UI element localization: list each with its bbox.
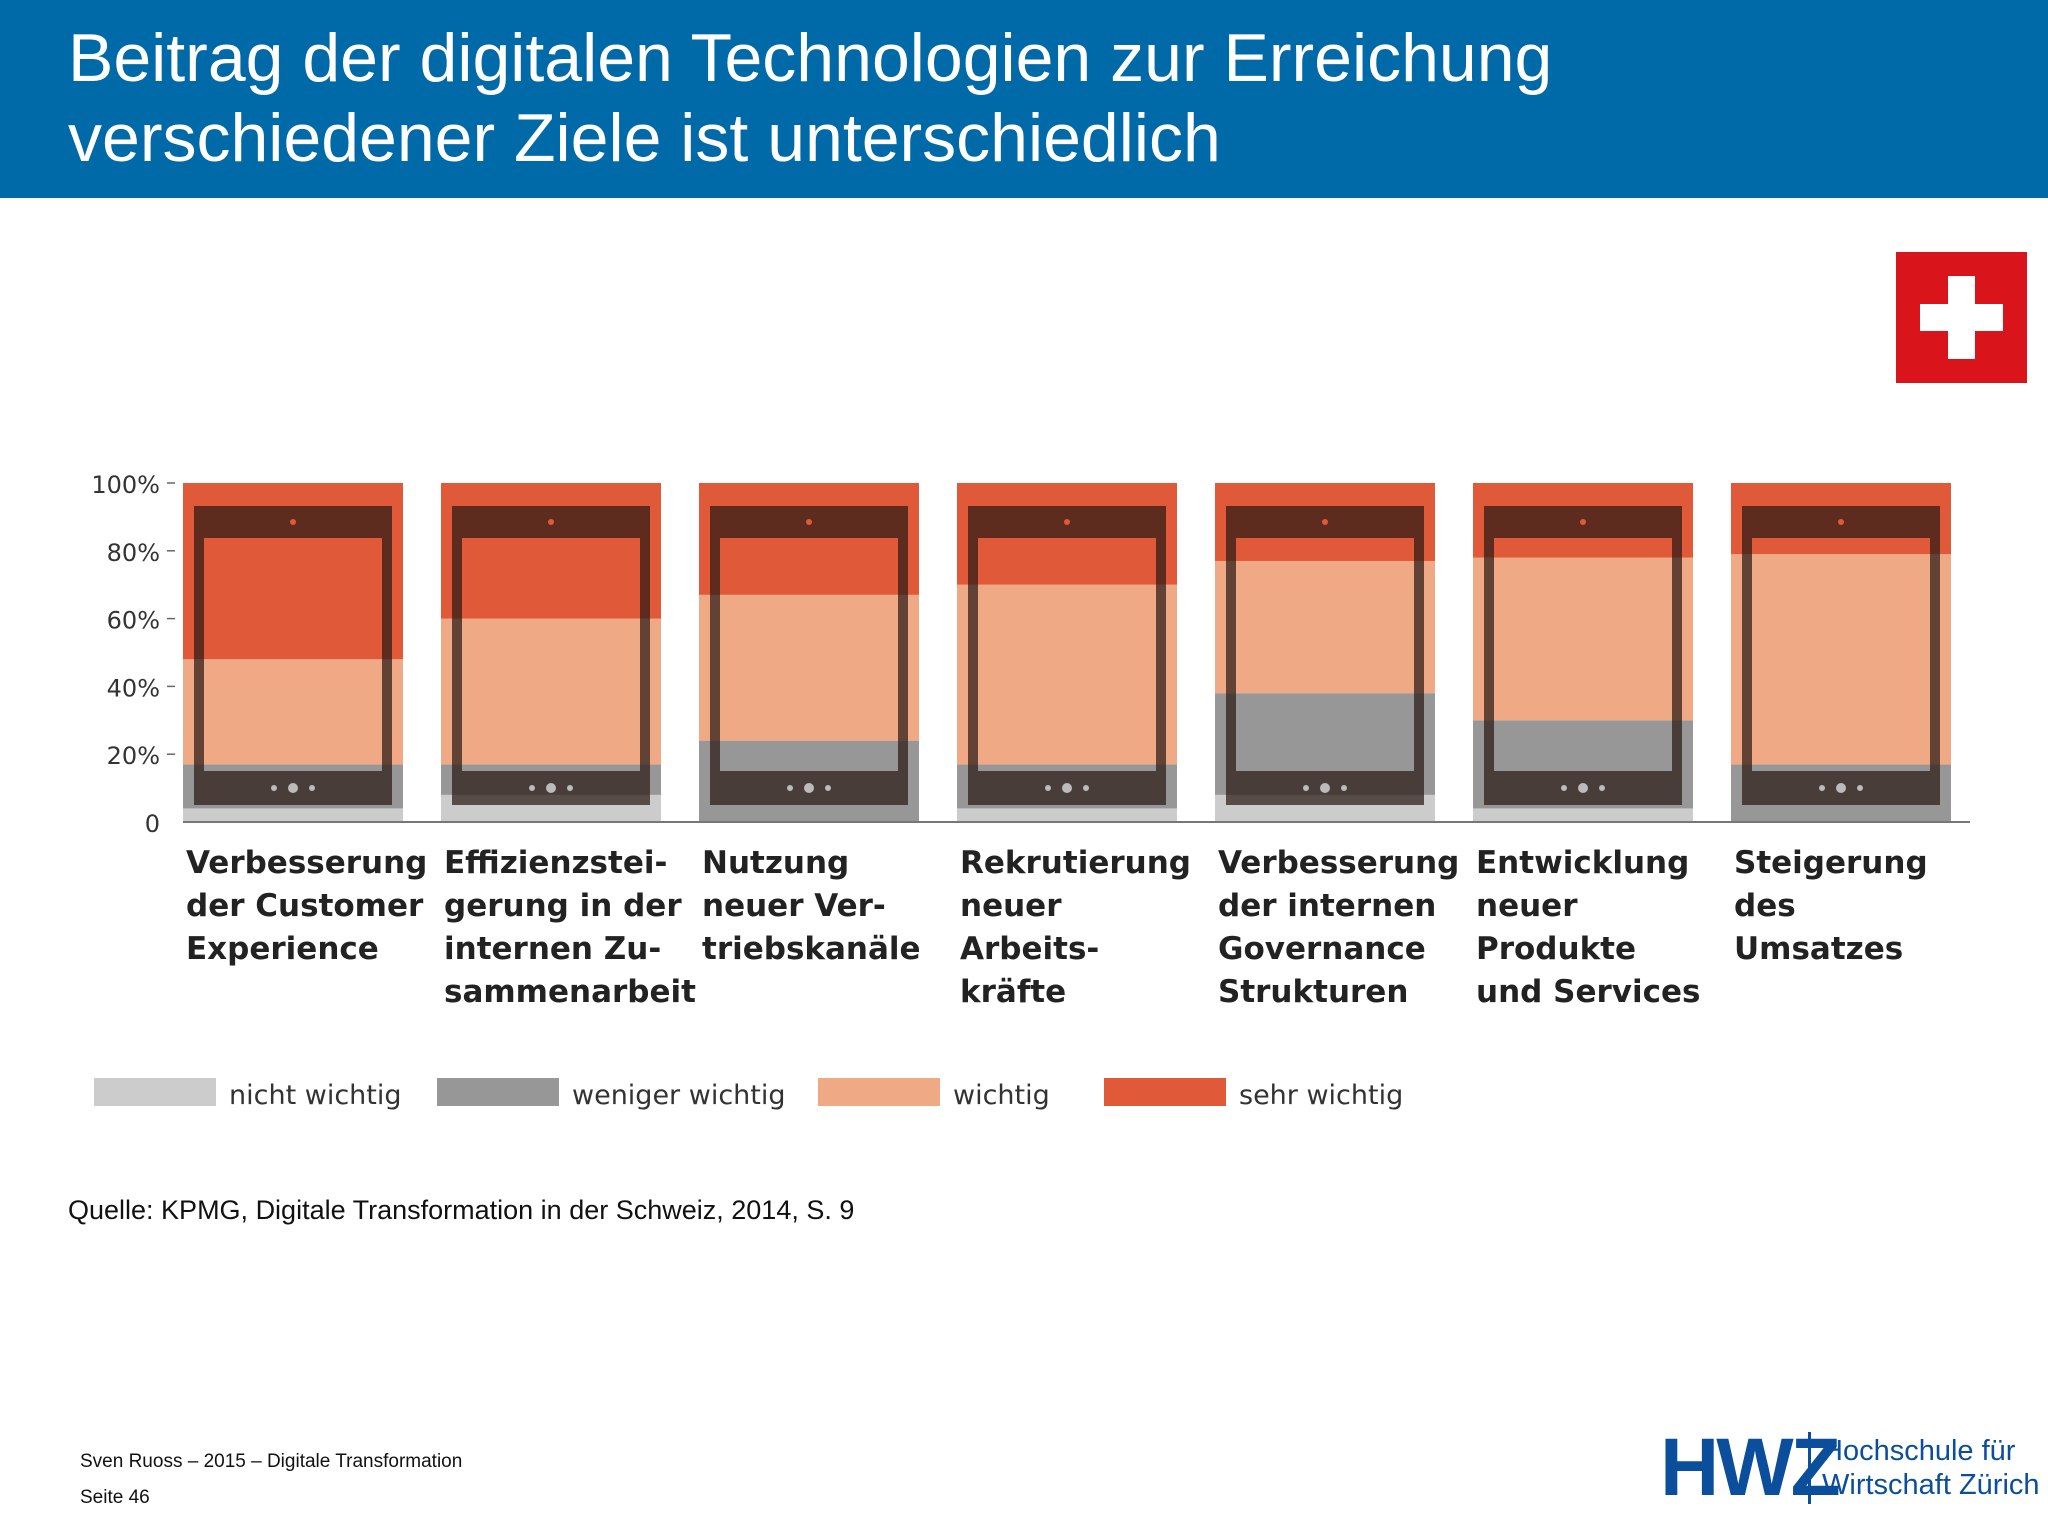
tablet-right-bezel xyxy=(382,538,392,771)
logo-wordmark: HWZ xyxy=(1660,1422,1841,1513)
legend-swatch xyxy=(94,1078,216,1106)
tablet-dot-icon xyxy=(787,785,793,791)
tablet-right-bezel xyxy=(1930,538,1940,771)
y-tick-label: 40% xyxy=(107,674,160,702)
footer-author: Sven Ruoss – 2015 – Digitale Transformat… xyxy=(80,1451,463,1472)
tablet-dot-icon xyxy=(1320,783,1330,793)
x-category-label: Verbesserung der internen Governance Str… xyxy=(1218,845,1460,1010)
tablet-dot-icon xyxy=(288,783,298,793)
tablet-dot-icon xyxy=(1045,785,1051,791)
page-title: Beitrag der digitalen Technologien zur E… xyxy=(68,18,1552,178)
stacked-bar-chart: 0 20% 40% 60% 80% 100% xyxy=(91,471,1970,838)
x-category-label: Verbesserung der Customer Experience xyxy=(186,845,428,967)
legend-label: wichtig xyxy=(953,1080,1050,1111)
x-category-label: Nutzung neuer Ver- triebskanäle xyxy=(702,845,921,967)
y-tick-label: 0 xyxy=(145,810,160,838)
logo-institution-name: Hochschule für Wirtschaft Zürich xyxy=(1822,1434,2040,1502)
bar-segment-sehr-wichtig xyxy=(699,483,919,595)
tablet-dot-icon xyxy=(1578,783,1588,793)
title-line-1: Beitrag der digitalen Technologien zur E… xyxy=(68,20,1553,96)
tablet-dot-icon xyxy=(1341,785,1347,791)
tablet-dot-icon xyxy=(804,783,814,793)
tablet-right-bezel xyxy=(640,538,650,771)
legend-label: sehr wichtig xyxy=(1239,1080,1404,1111)
tablet-right-bezel xyxy=(1672,538,1682,771)
logo-line-2: Wirtschaft Zürich xyxy=(1822,1469,2040,1501)
hwz-logo: HWZ Hochschule für Wirtschaft Zürich xyxy=(1660,1422,2040,1513)
tablet-camera-icon xyxy=(1064,519,1070,525)
y-tick-label: 20% xyxy=(107,742,160,770)
bar-segment-nicht-wichtig xyxy=(957,808,1177,822)
tablet-dot-icon xyxy=(825,785,831,791)
tablet-dot-icon xyxy=(271,785,277,791)
tablet-camera-icon xyxy=(1838,519,1844,525)
bar-segment-wichtig xyxy=(441,618,661,765)
tablet-left-bezel xyxy=(968,538,978,771)
tablet-dot-icon xyxy=(529,785,535,791)
x-category-label: Steigerung des Umsatzes xyxy=(1734,845,1928,967)
bar-segment-nicht-wichtig xyxy=(183,808,403,822)
bar-segment-sehr-wichtig xyxy=(441,483,661,619)
tablet-dot-icon xyxy=(1836,783,1846,793)
tablet-camera-icon xyxy=(290,519,296,525)
swiss-flag-icon xyxy=(1896,252,2027,383)
y-tick-label: 100% xyxy=(91,471,160,499)
source-note: Quelle: KPMG, Digitale Transformation in… xyxy=(68,1195,855,1225)
tablet-dot-icon xyxy=(1819,785,1825,791)
tablet-left-bezel xyxy=(1484,538,1494,771)
tablet-left-bezel xyxy=(710,538,720,771)
logo-line-1: Hochschule für xyxy=(1822,1435,2016,1467)
tablet-left-bezel xyxy=(452,538,462,771)
bar-segment-wichtig xyxy=(699,594,919,741)
logo-divider xyxy=(1808,1432,1811,1504)
tablet-dot-icon xyxy=(546,783,556,793)
legend-swatch xyxy=(437,1078,559,1106)
footer-page-number: Seite 46 xyxy=(80,1487,150,1508)
tablet-dot-icon xyxy=(1561,785,1567,791)
tablet-camera-icon xyxy=(548,519,554,525)
x-category-label: Entwicklung neuer Produkte und Services xyxy=(1476,845,1701,1010)
legend-label: nicht wichtig xyxy=(229,1080,402,1111)
bar-segment-nicht-wichtig xyxy=(1473,808,1693,822)
tablet-right-bezel xyxy=(1414,538,1424,771)
tablet-dot-icon xyxy=(567,785,573,791)
tablet-dot-icon xyxy=(1599,785,1605,791)
bar-segment-wichtig xyxy=(1731,554,1951,765)
legend-swatch xyxy=(1104,1078,1226,1106)
y-tick-label: 60% xyxy=(107,607,160,635)
legend-label: weniger wichtig xyxy=(572,1080,786,1111)
tablet-dot-icon xyxy=(1062,783,1072,793)
tablet-dot-icon xyxy=(1303,785,1309,791)
x-category-label: Effizienzstei- gerung in der internen Zu… xyxy=(444,845,696,1010)
legend-swatch xyxy=(818,1078,940,1106)
tablet-dot-icon xyxy=(1857,785,1863,791)
bar-segment-wichtig xyxy=(1473,557,1693,721)
bar-segment-wichtig xyxy=(957,584,1177,765)
bar-segment-wichtig xyxy=(183,659,403,765)
tablet-right-bezel xyxy=(1156,538,1166,771)
tablet-left-bezel xyxy=(1226,538,1236,771)
y-tick-label: 80% xyxy=(107,539,160,567)
header-bar: Beitrag der digitalen Technologien zur E… xyxy=(0,0,2048,198)
tablet-camera-icon xyxy=(1580,519,1586,525)
tablet-left-bezel xyxy=(194,538,204,771)
tablet-dot-icon xyxy=(1083,785,1089,791)
tablet-right-bezel xyxy=(898,538,908,771)
tablet-left-bezel xyxy=(1742,538,1752,771)
bar-segment-wichtig xyxy=(1215,560,1435,694)
tablet-camera-icon xyxy=(1322,519,1328,525)
tablet-dot-icon xyxy=(309,785,315,791)
x-category-label: Rekrutierung neuer Arbeits- kräfte xyxy=(960,845,1191,1010)
title-line-2: verschiedener Ziele ist unterschiedlich xyxy=(68,100,1221,176)
tablet-camera-icon xyxy=(806,519,812,525)
